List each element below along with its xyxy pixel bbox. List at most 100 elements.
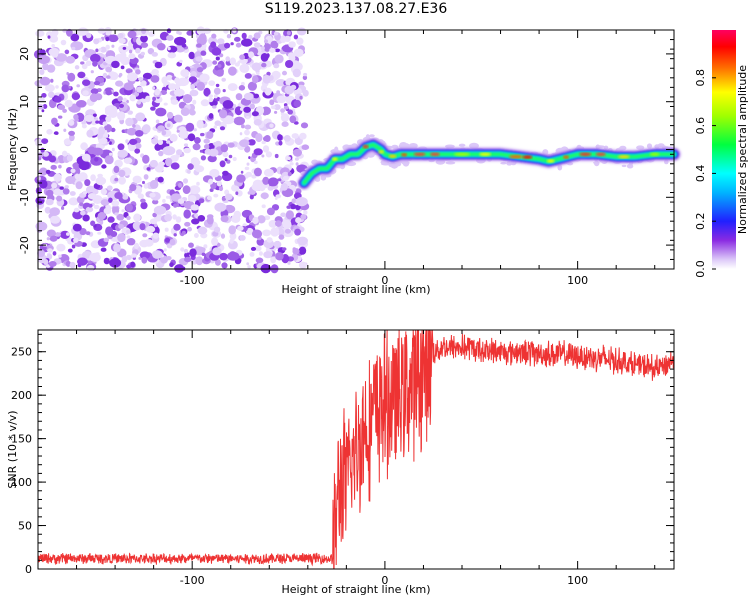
noise-speckle xyxy=(176,129,180,133)
noise-speckle xyxy=(262,176,270,185)
noise-speckle xyxy=(154,223,158,228)
noise-speckle xyxy=(220,233,226,239)
noise-speckle xyxy=(163,248,167,252)
noise-speckle xyxy=(238,85,246,91)
noise-speckle xyxy=(142,180,145,185)
noise-speckle xyxy=(45,189,54,197)
noise-speckle xyxy=(176,149,183,156)
noise-speckle xyxy=(278,140,283,146)
noise-speckle xyxy=(93,80,101,86)
noise-speckle xyxy=(62,188,70,195)
noise-speckle xyxy=(266,207,275,216)
noise-speckle xyxy=(222,170,229,176)
noise-speckle xyxy=(262,74,272,84)
noise-speckle xyxy=(142,154,150,164)
noise-speckle xyxy=(61,206,65,210)
noise-speckle xyxy=(71,244,76,249)
noise-speckle xyxy=(127,206,132,212)
noise-speckle xyxy=(56,195,63,202)
noise-speckle xyxy=(179,59,183,64)
ridge-hotspot xyxy=(331,157,338,161)
noise-speckle xyxy=(303,210,308,215)
noise-speckle xyxy=(155,107,167,117)
noise-speckle xyxy=(228,154,233,159)
y-tick-label: 50 xyxy=(18,520,32,533)
noise-speckle xyxy=(140,51,145,56)
noise-speckle xyxy=(253,160,258,165)
noise-speckle xyxy=(212,247,222,256)
noise-speckle xyxy=(262,145,270,153)
noise-speckle xyxy=(114,159,123,168)
noise-speckle xyxy=(69,261,76,269)
noise-speckle xyxy=(141,256,148,264)
noise-speckle xyxy=(126,127,137,136)
noise-speckle xyxy=(244,124,252,130)
noise-speckle xyxy=(194,233,199,238)
noise-speckle xyxy=(66,28,73,37)
noise-speckle xyxy=(187,169,191,174)
noise-speckle xyxy=(100,188,108,195)
noise-speckle xyxy=(241,124,245,129)
noise-speckle xyxy=(283,135,291,142)
noise-speckle xyxy=(200,99,210,107)
noise-speckle xyxy=(239,63,250,73)
noise-speckle xyxy=(249,194,254,200)
noise-speckle xyxy=(117,233,126,243)
noise-speckle xyxy=(82,90,89,96)
noise-speckle xyxy=(71,46,76,51)
noise-speckle xyxy=(170,155,179,162)
noise-speckle xyxy=(46,31,53,38)
ridge-hotspot xyxy=(595,152,606,156)
noise-speckle xyxy=(46,229,57,238)
noise-speckle xyxy=(287,171,292,177)
noise-speckle xyxy=(136,86,144,93)
noise-speckle xyxy=(196,181,200,186)
noise-speckle xyxy=(105,89,112,96)
noise-speckle xyxy=(229,57,236,65)
noise-speckle xyxy=(251,62,262,72)
noise-speckle xyxy=(214,120,222,126)
noise-speckle xyxy=(129,138,138,145)
noise-speckle xyxy=(248,51,255,58)
noise-speckle xyxy=(157,139,164,145)
noise-speckle xyxy=(117,143,125,151)
noise-speckle xyxy=(241,38,253,47)
noise-speckle xyxy=(204,144,210,150)
noise-speckle xyxy=(265,89,271,96)
noise-speckle xyxy=(196,26,205,35)
noise-speckle xyxy=(248,156,251,160)
noise-speckle xyxy=(172,214,177,220)
noise-speckle xyxy=(228,66,237,76)
noise-speckle xyxy=(299,95,303,100)
y-tick-label: 250 xyxy=(11,346,32,359)
noise-speckle xyxy=(280,212,287,218)
noise-speckle xyxy=(251,111,259,117)
noise-speckle xyxy=(239,54,246,60)
noise-speckle xyxy=(198,198,205,204)
noise-speckle xyxy=(255,72,260,75)
noise-speckle xyxy=(86,264,95,272)
noise-speckle xyxy=(254,245,262,252)
halo-speckle xyxy=(595,145,605,149)
noise-speckle xyxy=(260,45,265,51)
noise-speckle xyxy=(177,198,185,204)
noise-speckle xyxy=(59,186,64,190)
noise-speckle xyxy=(184,256,192,263)
noise-speckle xyxy=(47,35,51,39)
noise-speckle xyxy=(97,27,106,34)
noise-speckle xyxy=(41,109,45,113)
x-tick-label: 100 xyxy=(567,574,588,587)
x-tick-label: -100 xyxy=(180,574,205,587)
noise-speckle xyxy=(269,123,274,128)
noise-speckle xyxy=(121,209,125,213)
noise-speckle xyxy=(115,80,124,87)
noise-speckle xyxy=(97,173,103,178)
noise-speckle xyxy=(173,233,177,237)
noise-speckle xyxy=(67,72,76,82)
noise-speckle xyxy=(92,60,98,67)
halo-speckle xyxy=(369,134,375,138)
noise-speckle xyxy=(253,93,260,99)
noise-speckle xyxy=(270,40,279,49)
noise-speckle xyxy=(69,134,75,142)
y-tick-label: 10 xyxy=(18,95,31,109)
